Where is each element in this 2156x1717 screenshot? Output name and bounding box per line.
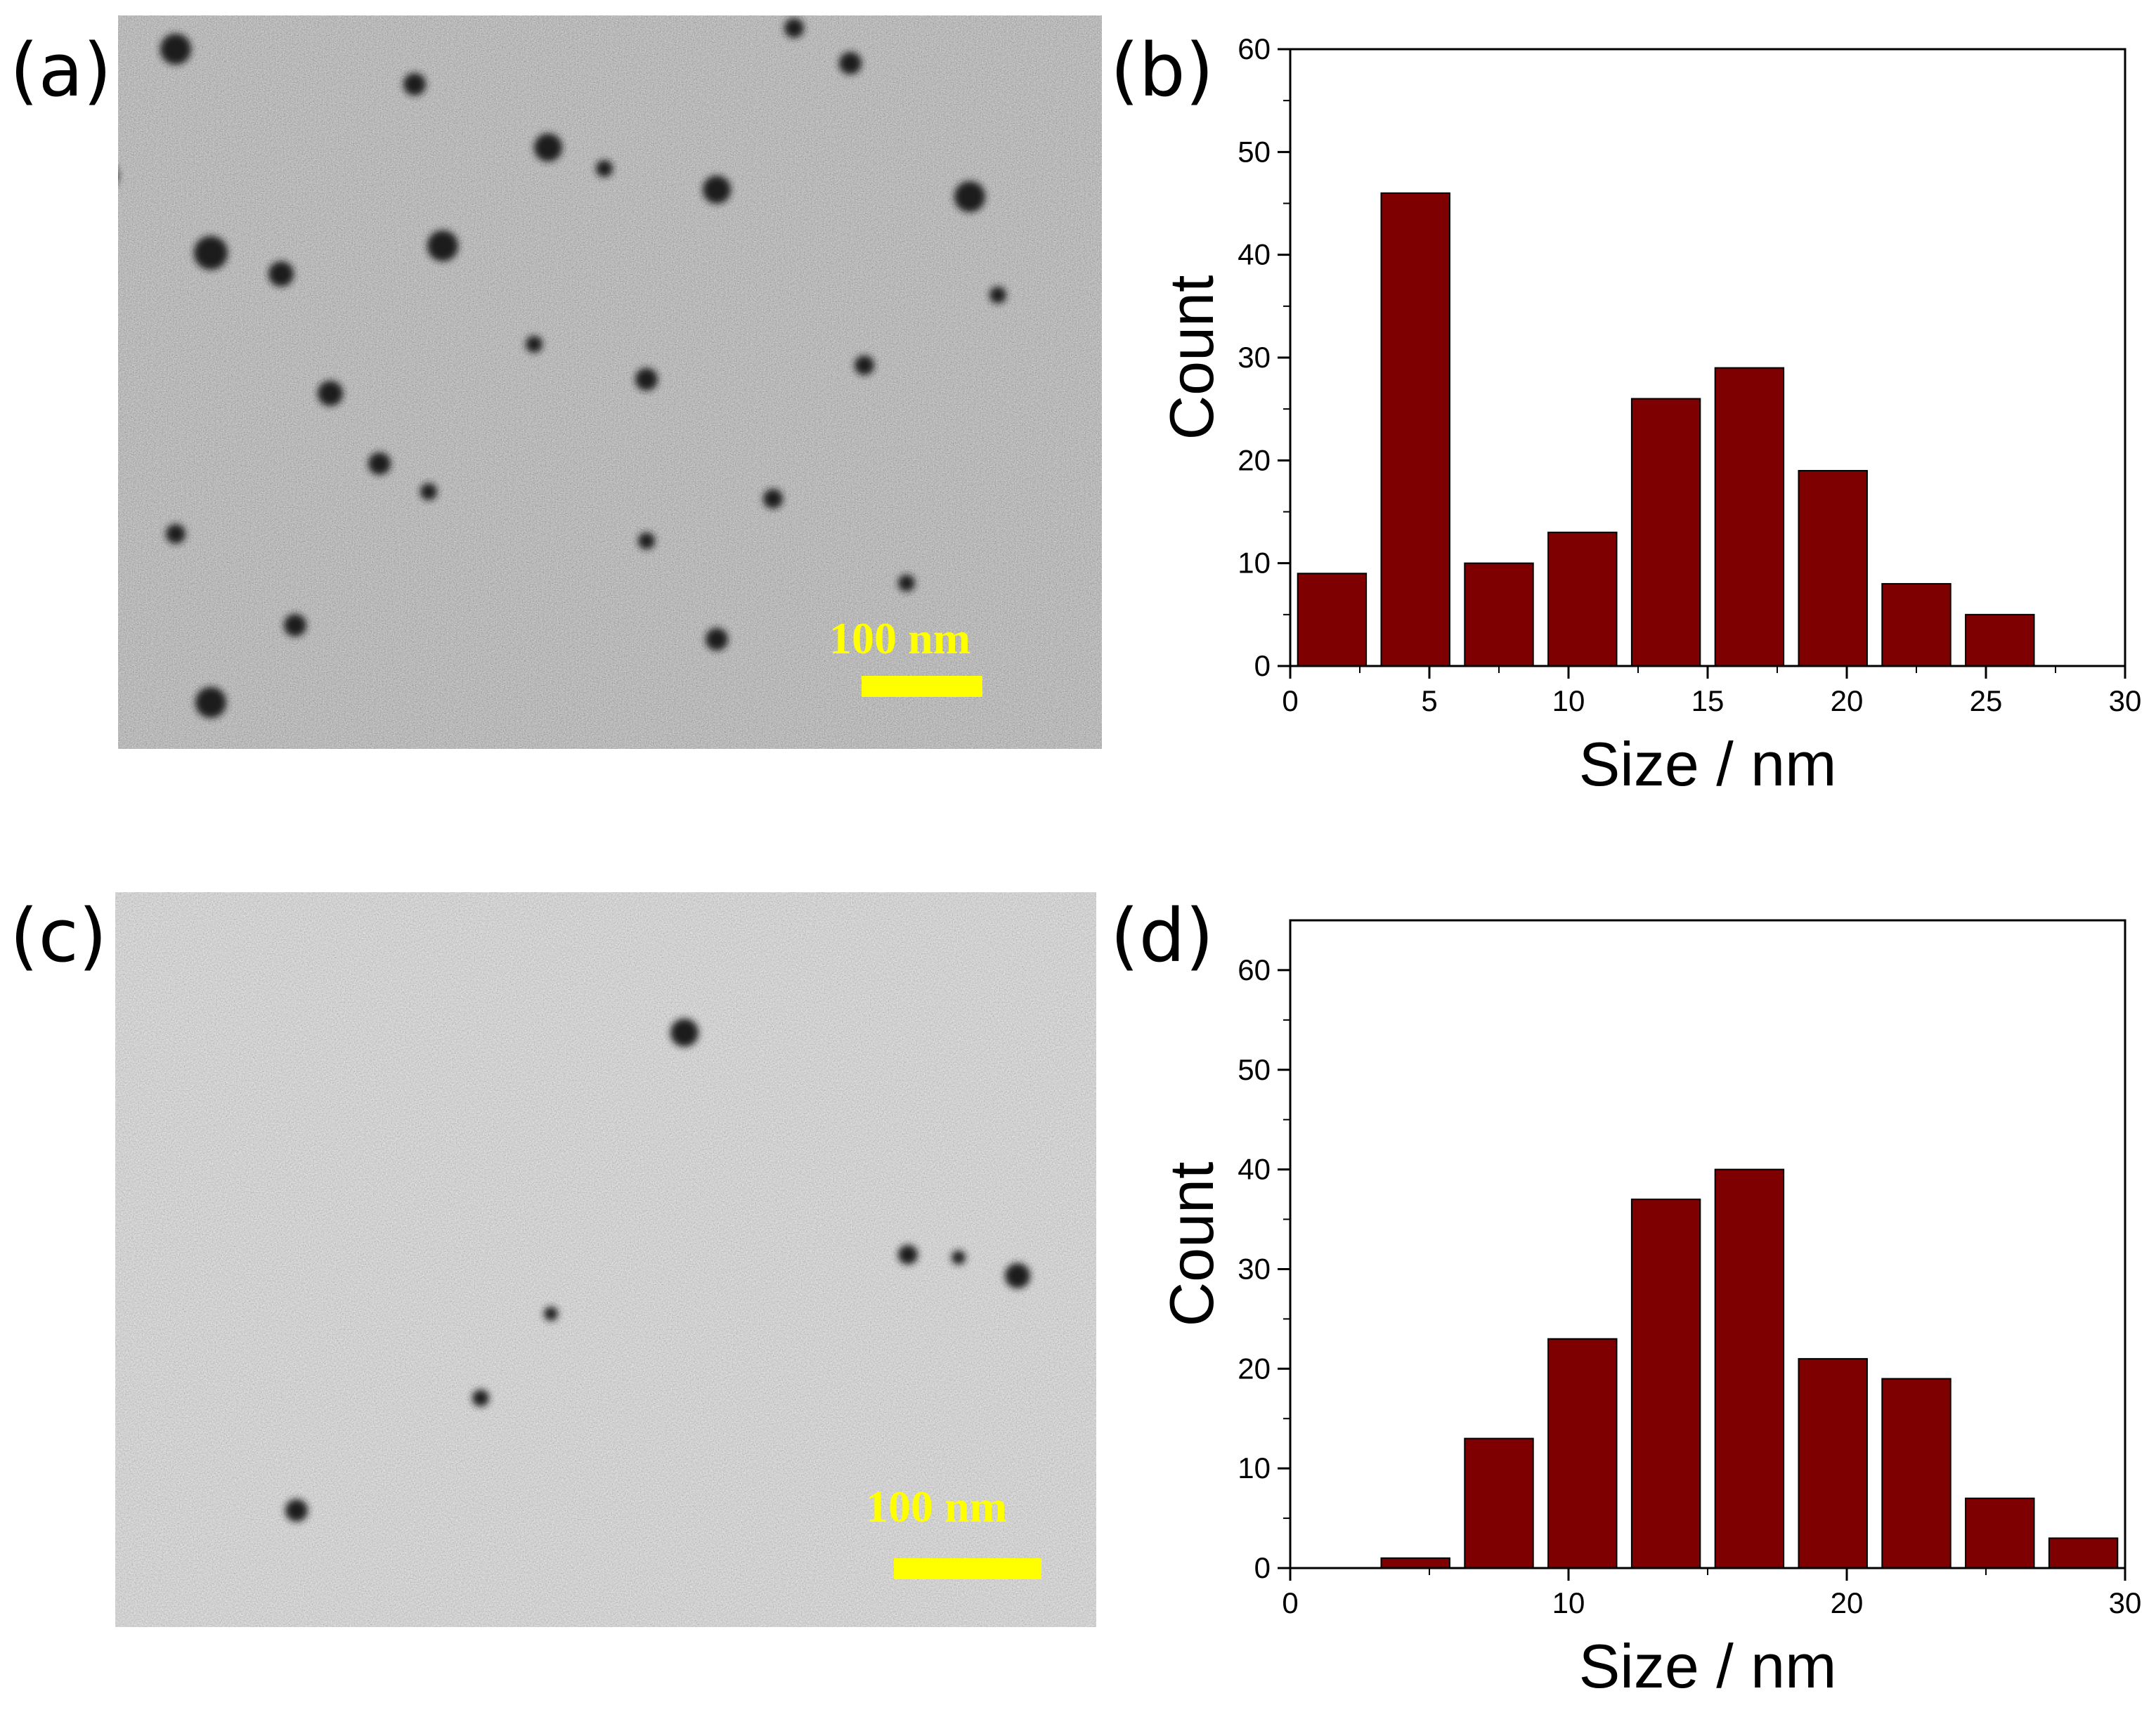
x-tick-label: 20: [1831, 684, 1864, 717]
y-tick-label: 50: [1238, 135, 1271, 168]
nanoparticle: [784, 18, 804, 38]
nanoparticle: [534, 133, 562, 162]
x-tick-label: 30: [2109, 1586, 2142, 1619]
y-tick-label: 40: [1238, 238, 1271, 271]
bar: [1714, 1168, 1785, 1569]
scale-bar-c: [894, 1558, 1041, 1579]
nanoparticle: [898, 1245, 918, 1265]
x-tick-label: 20: [1831, 1586, 1864, 1619]
bar: [1798, 469, 1868, 667]
nanoparticle: [898, 575, 915, 592]
y-tick-label: 60: [1238, 953, 1271, 986]
nanoparticle: [420, 483, 437, 500]
bar: [2048, 1537, 2119, 1569]
nanoparticle: [763, 489, 783, 509]
plot-frame: [1289, 919, 2126, 1569]
y-tick-label: 20: [1238, 1352, 1271, 1385]
nanoparticle: [166, 524, 186, 544]
nanoparticle: [635, 368, 658, 391]
y-tick-label: 40: [1238, 1153, 1271, 1186]
nanoparticle: [855, 355, 874, 375]
nanoparticle: [703, 176, 731, 204]
nanoparticle: [670, 1019, 699, 1047]
x-axis-label: Size / nm: [1579, 1631, 1837, 1701]
x-tick-label: 5: [1421, 684, 1437, 717]
x-tick-label: 30: [2109, 684, 2142, 717]
bar: [1547, 531, 1618, 667]
nanoparticle: [526, 336, 543, 353]
nanoparticle: [1005, 1263, 1030, 1288]
x-tick-label: 0: [1282, 1586, 1298, 1619]
bar: [1881, 582, 1952, 667]
nanoparticle: [160, 34, 191, 65]
scale-bar-a: [862, 676, 982, 697]
y-tick-label: 50: [1238, 1053, 1271, 1086]
y-tick-label: 10: [1238, 1451, 1271, 1484]
nanoparticle: [403, 73, 426, 96]
panel-label-d: (d): [1110, 893, 1214, 979]
scale-bar-label-a: 100 nm: [829, 613, 970, 663]
nanoparticle: [596, 160, 613, 177]
bar: [1380, 1557, 1450, 1569]
bar: [1380, 192, 1450, 667]
nanoparticle: [954, 181, 985, 212]
panel-label-b: (b): [1110, 27, 1214, 113]
nanoparticle: [472, 1390, 489, 1406]
x-tick-label: 0: [1282, 684, 1298, 717]
bar: [1630, 398, 1701, 667]
nanoparticle: [706, 628, 728, 651]
bar: [1881, 1378, 1952, 1569]
bar: [1965, 1497, 2035, 1569]
bar: [1798, 1358, 1868, 1569]
bar: [1630, 1199, 1701, 1569]
y-tick-label: 0: [1254, 649, 1271, 682]
chart-d: 0 10 20 30 40 50 60 0 10 20 30 Size / nm Count: [1157, 919, 2142, 1701]
nanoparticle: [839, 52, 862, 74]
bar: [1464, 1437, 1534, 1569]
nanoparticle: [268, 261, 294, 287]
nanoparticle: [284, 614, 306, 636]
nanoparticle: [194, 236, 228, 270]
y-tick-label: 0: [1254, 1551, 1271, 1584]
tem-micrograph-c: [115, 892, 1096, 1627]
nanoparticle: [427, 230, 458, 261]
nanoparticle: [989, 287, 1006, 303]
nanoparticles-a: [160, 18, 1006, 718]
bar: [1297, 573, 1368, 667]
nanoparticles-c: [285, 1019, 1030, 1522]
nanoparticle: [638, 533, 655, 549]
scale-bar-label-c: 100 nm: [866, 1482, 1007, 1532]
bar: [1464, 562, 1534, 667]
x-tick-label: 10: [1552, 1586, 1585, 1619]
nanoparticle: [368, 452, 391, 475]
tem-image-c: 100 nm: [115, 892, 1096, 1627]
tem-micrograph-a: [118, 15, 1102, 749]
y-tick-label: 60: [1238, 32, 1271, 65]
bar: [1965, 613, 2035, 667]
nanoparticle: [544, 1307, 558, 1321]
panel-label-a: (a): [10, 27, 112, 113]
tem-image-a: 100 nm: [118, 15, 1102, 749]
y-tick-label: 30: [1238, 341, 1271, 374]
panel-label-c: (c): [10, 893, 108, 979]
bar: [1547, 1338, 1618, 1569]
y-axis-label: Count: [1157, 1162, 1226, 1327]
nanoparticle: [952, 1251, 966, 1265]
nanoparticle: [195, 687, 226, 718]
x-tick-label: 10: [1552, 684, 1585, 717]
y-axis-label: Count: [1157, 275, 1226, 440]
chart-b: 0 10 20 30 40 50 60 0 5 10 15 20 25 30 Size / nm Count: [1157, 32, 2141, 799]
y-tick-label: 30: [1238, 1252, 1271, 1285]
x-axis-label: Size / nm: [1579, 729, 1837, 799]
x-tick-label: 25: [1970, 684, 2003, 717]
x-tick-label: 15: [1691, 684, 1725, 717]
nanoparticle: [318, 381, 343, 406]
y-tick-label: 20: [1238, 443, 1271, 476]
bar: [1714, 367, 1785, 667]
y-tick-label: 10: [1238, 547, 1271, 580]
nanoparticle: [285, 1499, 308, 1522]
